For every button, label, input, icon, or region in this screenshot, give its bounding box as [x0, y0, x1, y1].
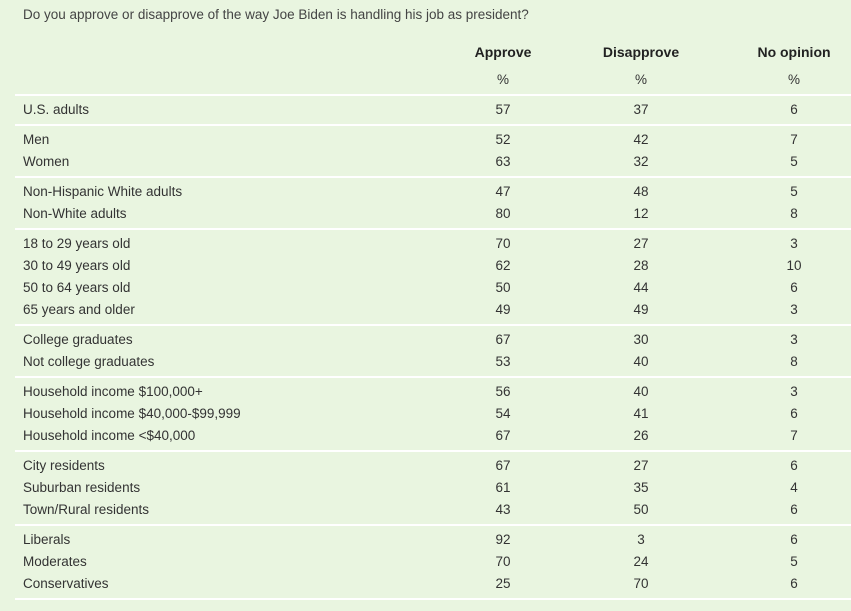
separator — [15, 124, 851, 126]
cell-value: 70 — [495, 554, 511, 569]
cell-value: 8 — [790, 354, 798, 369]
separator — [15, 598, 851, 600]
cell-value: 50 — [633, 502, 649, 517]
cell-value: 70 — [633, 576, 649, 591]
separator — [15, 376, 851, 378]
cell-value: 62 — [495, 258, 511, 273]
cell-value: 43 — [495, 502, 511, 517]
cell-value: 40 — [633, 354, 649, 369]
cell-value: 53 — [495, 354, 511, 369]
separator — [15, 450, 851, 452]
separator — [15, 228, 851, 230]
unit-label: % — [787, 72, 801, 87]
column-header: No opinion — [757, 44, 831, 60]
cell-value: 6 — [790, 502, 798, 517]
cell-value: 47 — [495, 184, 511, 199]
cell-value: 8 — [790, 206, 798, 221]
cell-value: 63 — [495, 154, 511, 169]
cell-value: 50 — [495, 280, 511, 295]
row-label: Household income <$40,000 — [23, 428, 196, 443]
cell-value: 37 — [633, 102, 649, 117]
cell-value: 24 — [633, 554, 649, 569]
row-label: Town/Rural residents — [23, 502, 150, 517]
cell-value: 3 — [790, 236, 798, 251]
cell-value: 5 — [790, 154, 798, 169]
row-label: City residents — [23, 458, 105, 473]
row-label: 65 years and older — [23, 302, 135, 317]
cell-value: 3 — [637, 532, 645, 547]
cell-value: 5 — [790, 554, 798, 569]
separator — [15, 176, 851, 178]
cell-value: 6 — [790, 458, 798, 473]
cell-value: 26 — [633, 428, 649, 443]
cell-value: 80 — [495, 206, 511, 221]
cell-value: 41 — [633, 406, 649, 421]
cell-value: 67 — [495, 332, 511, 347]
row-label: Men — [23, 132, 50, 147]
cell-value: 44 — [633, 280, 649, 295]
cell-value: 54 — [495, 406, 511, 421]
row-label: Moderates — [23, 554, 87, 569]
cell-value: 48 — [633, 184, 649, 199]
cell-value: 30 — [633, 332, 649, 347]
cell-value: 25 — [495, 576, 511, 591]
cell-value: 28 — [633, 258, 649, 273]
row-label: Women — [23, 154, 70, 169]
cell-value: 49 — [495, 302, 511, 317]
column-header: Disapprove — [602, 44, 680, 60]
cell-value: 6 — [790, 532, 798, 547]
cell-value: 3 — [790, 384, 798, 399]
separator — [15, 324, 851, 326]
row-label: 18 to 29 years old — [23, 236, 131, 251]
cell-value: 27 — [633, 458, 649, 473]
row-label: 30 to 49 years old — [23, 258, 131, 273]
cell-value: 6 — [790, 576, 798, 591]
row-label: Liberals — [23, 532, 71, 547]
row-label: Suburban residents — [23, 480, 141, 495]
cell-value: 6 — [790, 280, 798, 295]
cell-value: 67 — [495, 428, 511, 443]
cell-value: 35 — [633, 480, 649, 495]
cell-value: 52 — [495, 132, 511, 147]
cell-value: 6 — [790, 406, 798, 421]
unit-label: % — [496, 72, 510, 87]
unit-label: % — [634, 72, 648, 87]
cell-value: 12 — [633, 206, 649, 221]
row-label: Conservatives — [23, 576, 109, 591]
cell-value: 49 — [633, 302, 649, 317]
cell-value: 32 — [633, 154, 649, 169]
cell-value: 3 — [790, 332, 798, 347]
cell-value: 92 — [495, 532, 511, 547]
cell-value: 7 — [790, 132, 798, 147]
cell-value: 42 — [633, 132, 649, 147]
row-label: 50 to 64 years old — [23, 280, 131, 295]
cell-value: 10 — [786, 258, 802, 273]
row-label: Non-White adults — [23, 206, 127, 221]
cell-value: 40 — [633, 384, 649, 399]
row-label: U.S. adults — [23, 102, 90, 117]
cell-value: 56 — [495, 384, 511, 399]
row-label: Non-Hispanic White adults — [23, 184, 183, 199]
cell-value: 57 — [495, 102, 511, 117]
row-label: College graduates — [23, 332, 133, 347]
separator — [15, 94, 851, 96]
cell-value: 7 — [790, 428, 798, 443]
cell-value: 3 — [790, 302, 798, 317]
cell-value: 5 — [790, 184, 798, 199]
separator — [15, 524, 851, 526]
row-label: Not college graduates — [23, 354, 155, 369]
cell-value: 67 — [495, 458, 511, 473]
cell-value: 6 — [790, 102, 798, 117]
cell-value: 70 — [495, 236, 511, 251]
column-header: Approve — [474, 44, 532, 60]
cell-value: 61 — [495, 480, 511, 495]
row-label: Household income $40,000-$99,999 — [23, 406, 241, 421]
cell-value: 4 — [790, 480, 798, 495]
title: Do you approve or disapprove of the way … — [23, 7, 529, 22]
row-label: Household income $100,000+ — [23, 384, 203, 399]
cell-value: 27 — [633, 236, 649, 251]
